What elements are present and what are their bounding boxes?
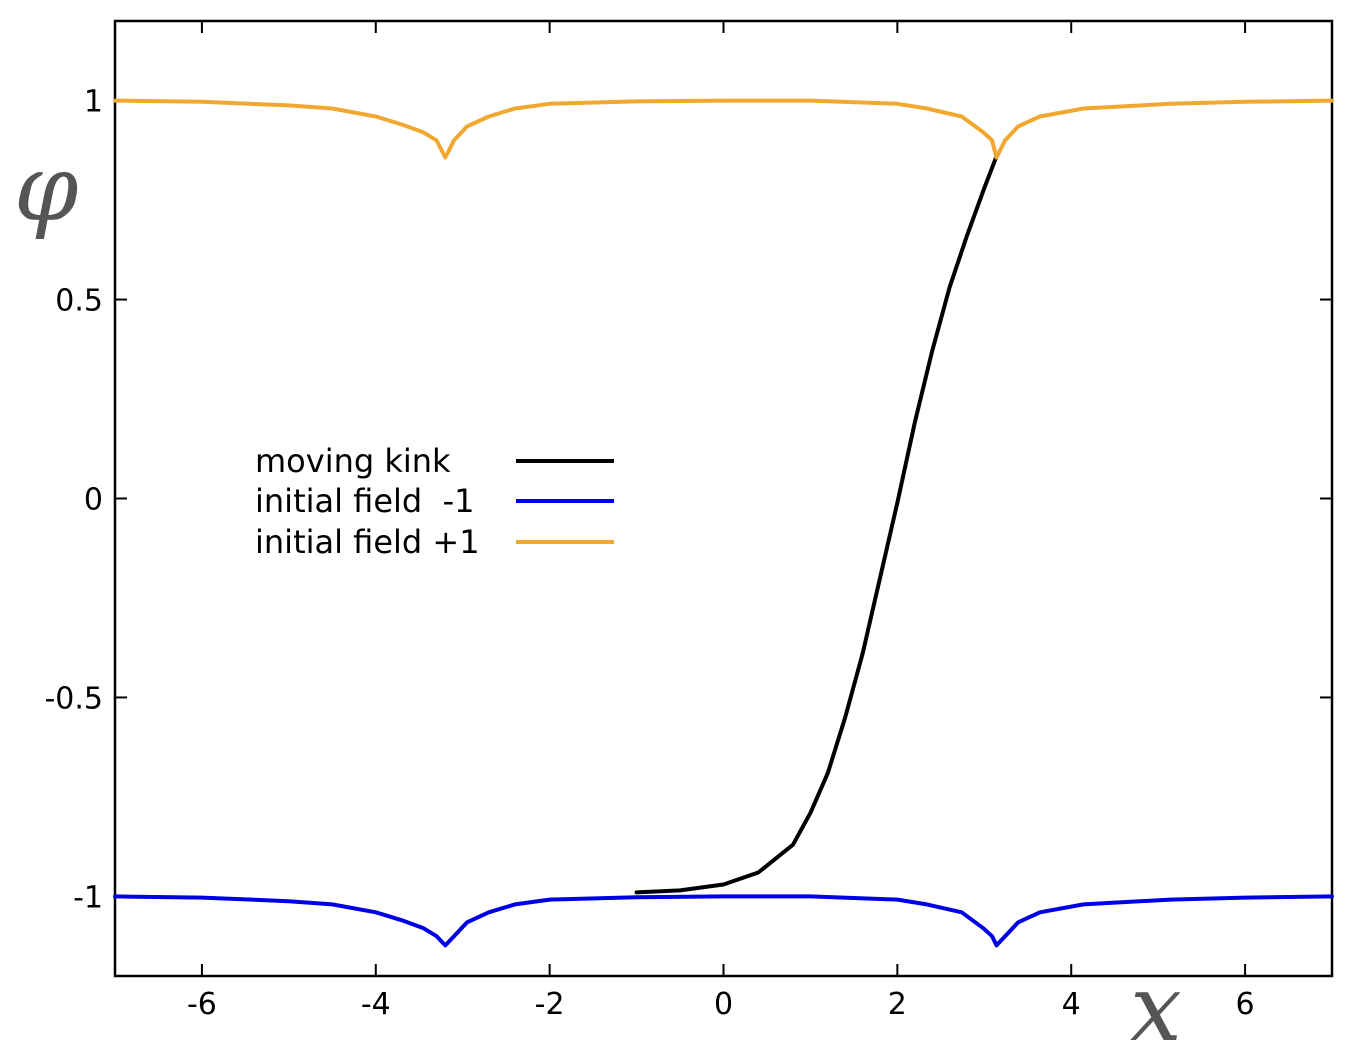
x-tick-label: 2 [888, 987, 907, 1022]
x-tick-label: 4 [1062, 987, 1081, 1022]
y-tick-label: -1 [73, 880, 103, 915]
y-tick-label: 1 [84, 85, 103, 120]
legend-entry-label: initial field -1 [255, 482, 474, 520]
legend-entry-label: moving kink [255, 442, 451, 480]
series-line-1 [113, 894, 1334, 948]
legend-entry-label: initial field +1 [255, 523, 480, 561]
y-tick-label: 0.5 [55, 284, 103, 319]
series-line-2 [113, 98, 1334, 160]
y-tick-label: 0 [84, 483, 103, 518]
y-tick-label: -0.5 [44, 681, 103, 716]
x-tick-label: 6 [1236, 987, 1255, 1022]
x-tick-label: 0 [714, 987, 733, 1022]
series-lines [113, 98, 1334, 948]
y-axis-label: φ [14, 135, 79, 242]
x-tick-label: -2 [535, 987, 565, 1022]
x-tick-label: -6 [187, 987, 217, 1022]
x-axis-label: x [1130, 955, 1182, 1054]
tick-labels: -6 -4 -2 0 2 4 6 1 0.5 0 -0.5 -1 [44, 85, 1254, 1022]
x-tick-label: -4 [361, 987, 391, 1022]
series-line-0 [634, 154, 999, 895]
